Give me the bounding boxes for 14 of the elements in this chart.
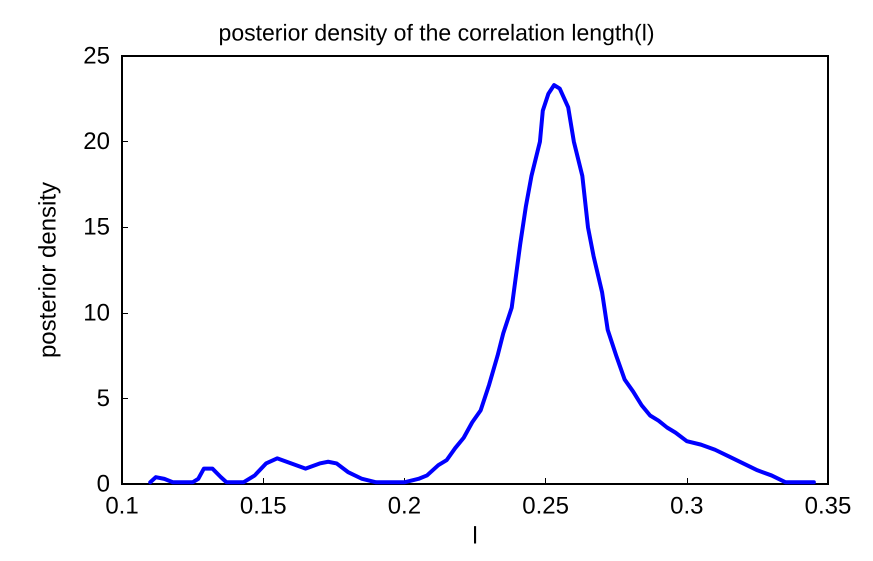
y-tick-label: 15 [83, 214, 110, 241]
y-tick-label: 10 [83, 299, 110, 326]
x-tick-label: 0.35 [804, 492, 852, 520]
x-axis-title: l [472, 522, 478, 550]
y-axis-title: posterior density [34, 182, 62, 358]
chart-title: posterior density of the correlation length(l) [218, 20, 654, 46]
y-tick-label: 25 [83, 42, 110, 70]
x-tick-label: 0.2 [388, 492, 422, 520]
y-tick-label: 5 [96, 384, 110, 412]
x-tick-label: 0.25 [522, 492, 569, 520]
x-tick-label: 0.3 [670, 492, 704, 520]
x-tick-label: 0.15 [240, 492, 287, 520]
y-tick-label: 20 [83, 128, 110, 156]
line-series [148, 83, 816, 484]
